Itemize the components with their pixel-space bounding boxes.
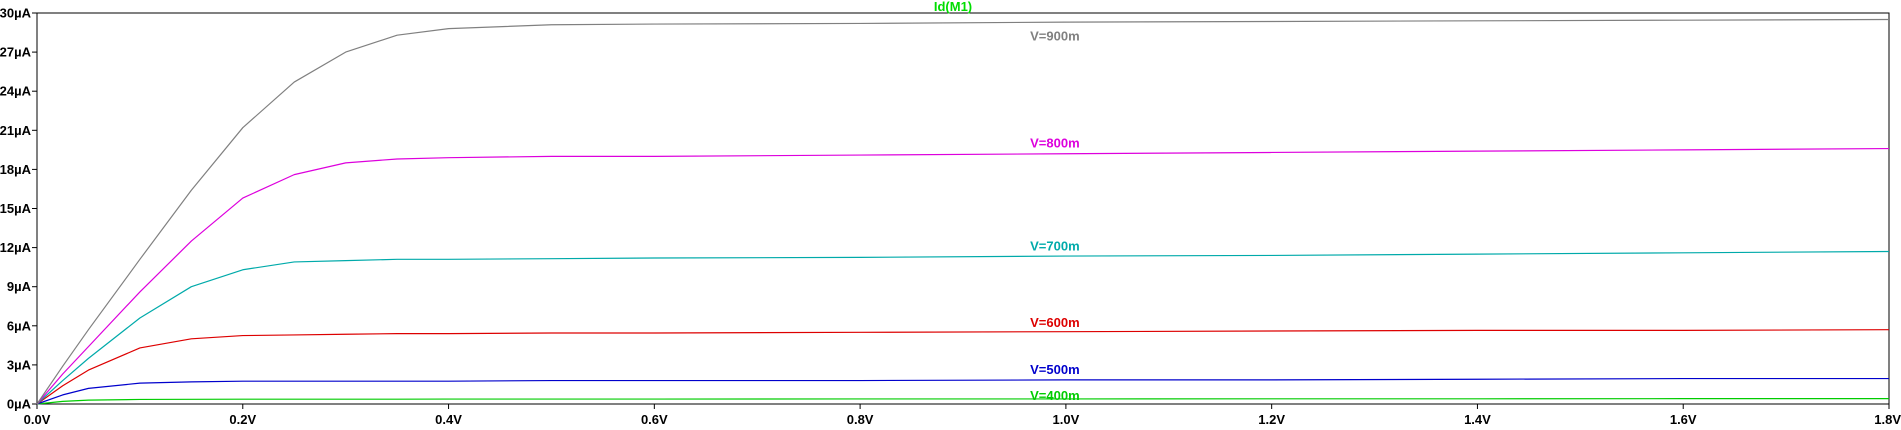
y-tick-label-21-a: 21µA — [0, 123, 32, 138]
y-tick-label-24-a: 24µA — [0, 84, 32, 99]
y-tick-label-3-a: 3µA — [7, 357, 32, 372]
series-line-v-400m — [36, 398, 1889, 405]
x-tick-label-1-8v: 1.8V — [1874, 412, 1901, 427]
series-label-v-700m: V=700m — [1030, 238, 1080, 253]
x-tick-label-1-4v: 1.4V — [1464, 412, 1491, 427]
x-tick-label-1-2v: 1.2V — [1258, 412, 1285, 427]
series-label-v-800m: V=800m — [1030, 135, 1080, 150]
x-tick-label-0-2v: 0.2V — [229, 412, 256, 427]
series-labels: V=900m V=800m V=700m V=600m V=500m V=400m — [1030, 28, 1080, 403]
y-tick-label-9-a: 9µA — [7, 279, 32, 294]
x-tick-label-1-6v: 1.6V — [1670, 412, 1697, 427]
series-lines — [36, 18, 1890, 405]
series-line-v-800m — [36, 147, 1890, 405]
y-tick-label-15-a: 15µA — [0, 201, 32, 216]
series-line-v-500m — [36, 377, 1889, 405]
series-label-v-400m: V=400m — [1030, 388, 1080, 403]
plot-title: Id(M1) — [934, 0, 972, 14]
series-label-v-900m: V=900m — [1030, 28, 1080, 43]
x-tick-label-0-4v: 0.4V — [435, 412, 462, 427]
x-tick-label-0-8v: 0.8V — [847, 412, 874, 427]
series-line-v-700m — [36, 250, 1890, 405]
y-axis: 0µA 3µA 6µA 9µA 12µA 15µA 18µA 21µA 24µA 27µA 30µA — [0, 6, 37, 412]
series-line-v-900m — [36, 18, 1890, 405]
x-tick-label-1-0v: 1.0V — [1053, 412, 1080, 427]
y-tick-label-6-a: 6µA — [7, 318, 32, 333]
y-tick-label-30-a: 30µA — [0, 6, 32, 21]
y-tick-label-27-a: 27µA — [0, 45, 32, 60]
x-axis: 0.0V 0.2V 0.4V 0.6V 0.8V 1.0V 1.2V 1.4V 1.6V 1.8V — [24, 404, 1901, 427]
y-tick-label-0-a: 0µA — [7, 397, 32, 412]
x-tick-label-0-0v: 0.0V — [24, 412, 51, 427]
y-tick-label-12-a: 12µA — [0, 240, 32, 255]
series-label-v-600m: V=600m — [1030, 315, 1080, 330]
series-label-v-500m: V=500m — [1030, 362, 1080, 377]
x-tick-label-0-6v: 0.6V — [641, 412, 668, 427]
y-tick-label-18-a: 18µA — [0, 162, 32, 177]
series-line-v-600m — [36, 329, 1890, 405]
